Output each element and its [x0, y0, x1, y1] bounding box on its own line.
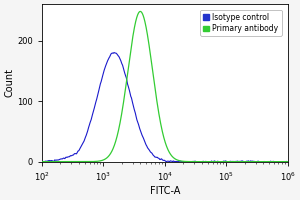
X-axis label: FITC-A: FITC-A — [150, 186, 180, 196]
Y-axis label: Count: Count — [4, 68, 14, 97]
Legend: Isotype control, Primary antibody: Isotype control, Primary antibody — [200, 10, 281, 36]
